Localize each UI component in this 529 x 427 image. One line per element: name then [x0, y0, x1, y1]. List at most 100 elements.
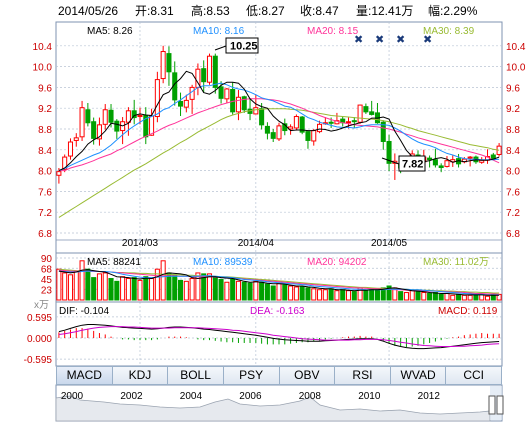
candle-body	[218, 86, 224, 99]
header-volume: 量:12.41万	[356, 4, 413, 18]
volume-bar	[421, 292, 427, 301]
tab-wvad[interactable]: WVAD	[390, 366, 447, 385]
volume-bar	[253, 280, 259, 301]
volume-bar	[305, 287, 311, 301]
header-close: 收:8.47	[300, 4, 339, 18]
tab-boll[interactable]: BOLL	[168, 366, 224, 385]
macd-tick: 0.595	[27, 313, 52, 324]
tab-kdj[interactable]: KDJ	[112, 366, 169, 385]
timeline-year: 2006	[239, 391, 262, 402]
candle-body	[351, 120, 357, 123]
candle-body	[67, 141, 74, 157]
price-tick-left: 9.2	[38, 104, 52, 115]
low-callout: 7.82	[381, 155, 426, 172]
volume-bar	[195, 272, 201, 301]
date-axis: 2014/03 2014/04 2014/05	[122, 238, 408, 249]
candle-body	[444, 160, 450, 167]
volume-bar	[369, 288, 375, 301]
volume-bar	[178, 279, 184, 301]
volume-bar	[484, 295, 491, 301]
tab-cci[interactable]: CCI	[446, 366, 502, 385]
volume-bar	[473, 294, 479, 301]
volume-bar	[328, 288, 334, 301]
header-high: 高:8.53	[191, 3, 230, 18]
volume-bar	[259, 281, 265, 301]
tab-psy[interactable]: PSY	[223, 366, 280, 385]
volume-legend-ma5: MA5: 88241	[87, 257, 141, 268]
candle-body	[363, 106, 369, 113]
dif-line	[58, 324, 500, 350]
candle-body	[235, 96, 241, 113]
volume-bar	[137, 279, 143, 301]
volume-bar	[340, 289, 346, 301]
volume-bar	[456, 293, 462, 301]
price-tick-right: 10.0	[506, 63, 526, 74]
timeline-handle-left[interactable]	[488, 395, 496, 415]
macd-legend-macd: MACD: 0.119	[438, 306, 498, 317]
volume-bar	[218, 278, 224, 301]
tab-obv[interactable]: OBV	[279, 366, 336, 385]
candle-body	[189, 86, 195, 100]
header-change: 幅:2.29%	[428, 3, 478, 18]
ma30-line	[58, 108, 500, 218]
volume-bar	[166, 272, 172, 301]
event-star-icon: ✖	[354, 34, 363, 46]
candle-body	[270, 132, 276, 139]
candle-body	[114, 120, 120, 132]
volume-bar	[322, 289, 328, 301]
timeline-handle-right[interactable]	[496, 395, 504, 415]
volume-bar	[143, 276, 149, 301]
candle-body	[293, 116, 299, 129]
volume-bar	[264, 283, 270, 301]
high-label: 10.25	[230, 41, 258, 53]
candle-body	[427, 157, 433, 161]
volume-ma10-line	[58, 270, 500, 296]
macd-histogram	[58, 328, 500, 348]
volume-bar	[96, 273, 102, 301]
candle-body	[62, 156, 68, 171]
volume-bar	[386, 285, 392, 301]
candle-body	[108, 109, 114, 123]
volume-bar	[131, 277, 137, 301]
header-date: 2014/05/26	[58, 4, 118, 18]
tab-macd[interactable]: MACD	[56, 366, 113, 385]
volume-bar	[212, 277, 218, 301]
volume-bar	[160, 260, 166, 301]
volume-bar	[235, 280, 241, 301]
candle-body	[201, 68, 207, 83]
volume-bar	[149, 278, 155, 301]
volume-bar	[345, 290, 352, 301]
dea-line	[58, 326, 500, 347]
volume-bar	[282, 284, 288, 301]
timeline-navigator[interactable]: 2000 2002 2004 2006 2008 2010 2012	[55, 384, 504, 422]
volume-bar	[374, 289, 380, 301]
volume-bar	[288, 285, 294, 301]
volume-unit: x万	[34, 300, 49, 311]
price-tick-left: 8.8	[38, 125, 52, 136]
price-tick-right: 7.6	[506, 187, 520, 198]
tab-rsi[interactable]: RSI	[335, 366, 391, 385]
volume-bar	[293, 286, 299, 301]
volume-bar	[496, 293, 502, 301]
price-tick-right: 10.4	[506, 42, 526, 53]
volume-bar	[102, 272, 108, 301]
volume-ma5-line	[58, 269, 500, 296]
candle-body	[357, 104, 363, 123]
candle-body	[125, 110, 131, 123]
volume-bar	[270, 285, 276, 301]
grid-lines	[56, 22, 502, 366]
candle-body	[369, 111, 375, 115]
volume-bar	[125, 278, 131, 301]
volume-bar	[56, 268, 62, 301]
volume-bar	[432, 292, 438, 301]
low-label: 7.82	[402, 159, 423, 171]
candle-body	[345, 121, 352, 124]
volume-bar	[334, 290, 340, 301]
ma10-line	[58, 82, 500, 172]
volume-bar	[398, 291, 404, 301]
candle-body	[178, 100, 184, 107]
volume-bar	[427, 292, 433, 301]
event-star-icon: ✖	[375, 34, 384, 46]
price-tick-left: 10.0	[33, 63, 53, 74]
